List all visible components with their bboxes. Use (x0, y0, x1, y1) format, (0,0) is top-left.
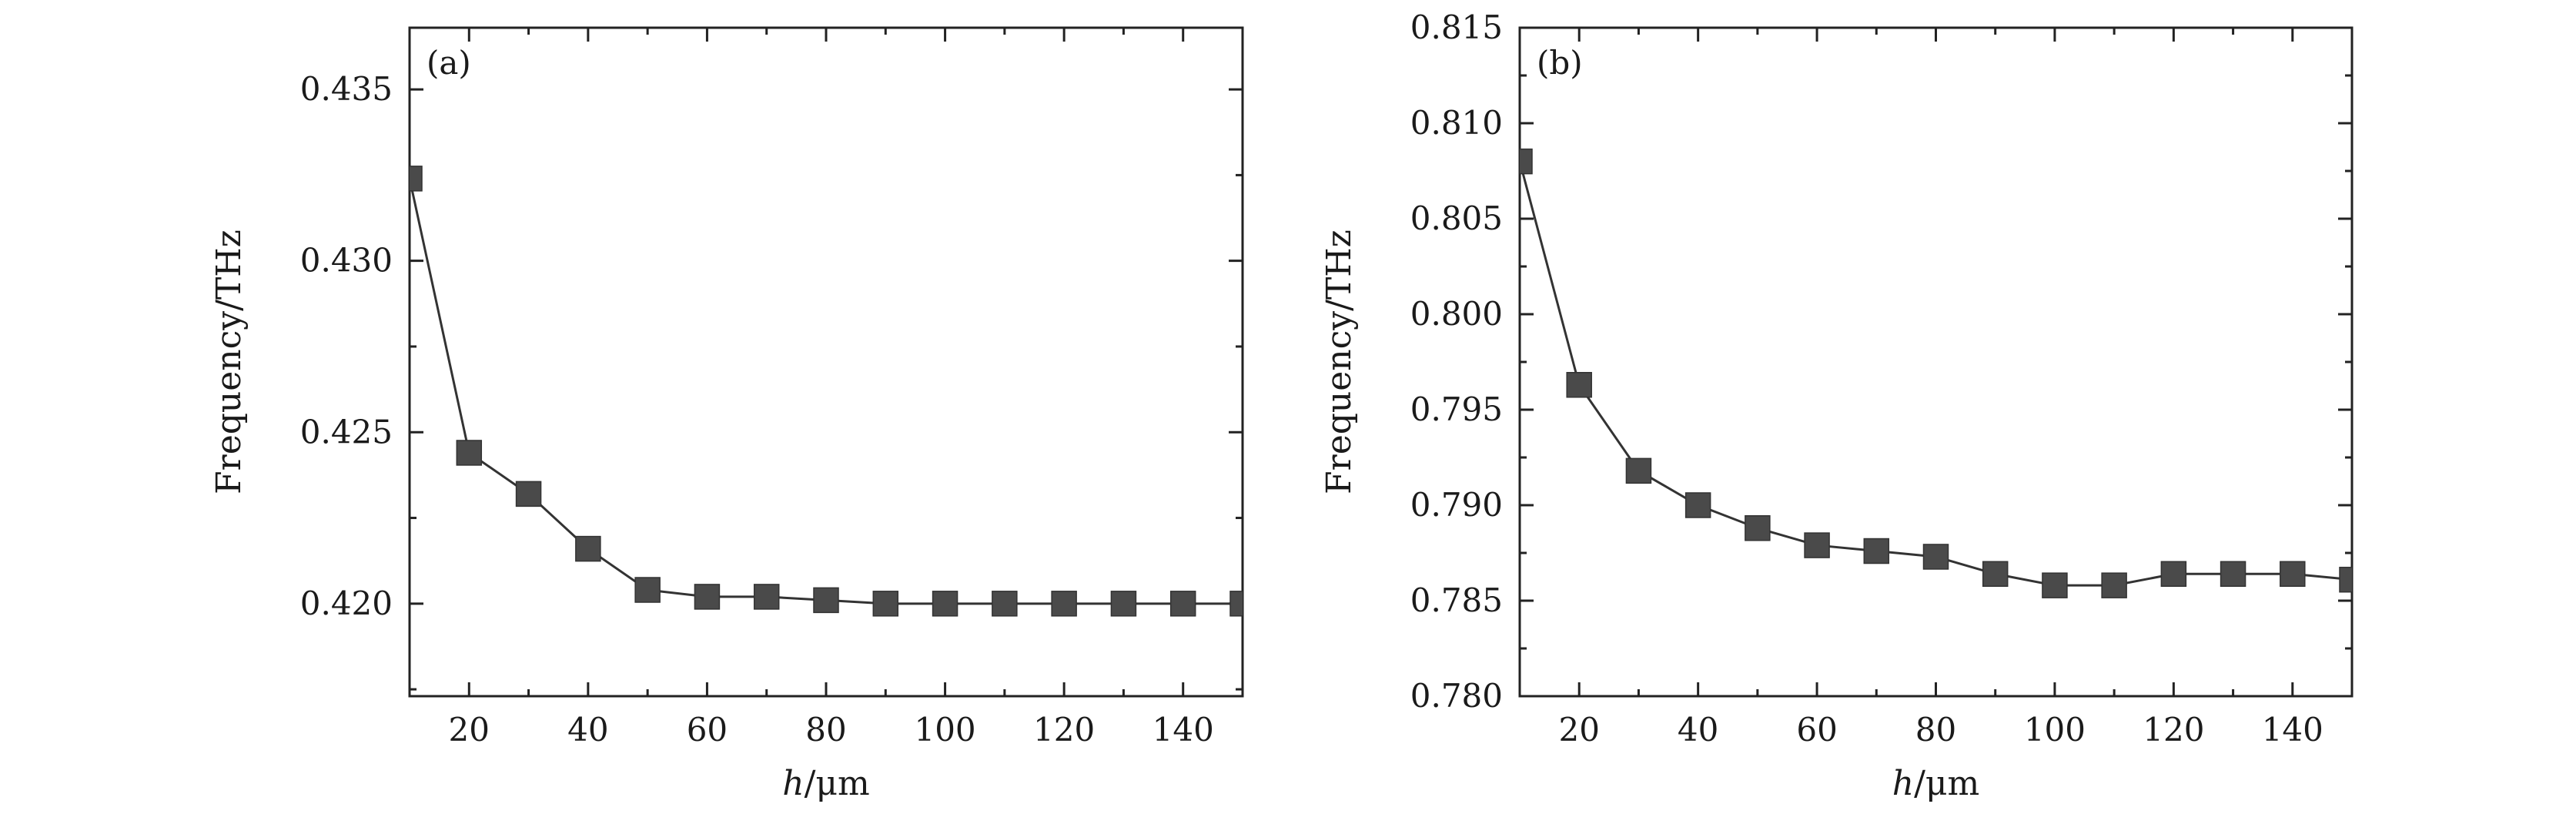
panel-a-data-point (813, 587, 839, 614)
panel-b-y-tick-label: 0.785 (1410, 581, 1503, 619)
panel-b-panel-label: (b) (1537, 44, 1583, 82)
panel-a-data-point (410, 166, 423, 192)
panel-a-data-point (694, 584, 721, 610)
panel-b-series-line (1520, 161, 2352, 587)
panel-a-panel-label: (a) (427, 44, 471, 82)
panel-a-x-axis-label: h/μm (782, 764, 870, 803)
panel-a-series-line (410, 178, 1243, 605)
panel-b-x-tick-label: 120 (2143, 711, 2204, 749)
panel-b-data-point (2280, 561, 2306, 588)
panel-b-x-tick-label: 40 (1678, 711, 1718, 749)
panel-b-y-tick-label: 0.805 (1410, 199, 1503, 237)
panel-b-x-tick-label: 20 (1558, 711, 1599, 749)
panel-b-series (1520, 148, 2352, 598)
panel-a-data-point (456, 440, 483, 466)
panel-b-data-point (2339, 566, 2352, 593)
panel-a-data-point (634, 577, 661, 603)
panel-a-x-tick-label: 40 (567, 711, 608, 749)
panel-a-data-point (753, 584, 780, 610)
panel-b-y-tick-label: 0.790 (1410, 486, 1503, 524)
panel-b: 20 40 60 80 100 120 140 0.780 0.785 0.790 0.795 0.8… (1320, 8, 2354, 803)
panel-a-series (410, 166, 1243, 617)
panel-a-data-point (1229, 591, 1243, 617)
panel-b-data-point (1520, 148, 1533, 175)
panel-b-x-axis-unit: /μm (1914, 764, 1979, 803)
panel-b-y-tick-label: 0.800 (1410, 295, 1503, 333)
panel-a-x-tick-label: 120 (1033, 711, 1095, 749)
panel-b-data-point (1863, 538, 1890, 564)
panel-a-y-axis-label: Frequency/THz (209, 229, 249, 494)
panel-b-data-point (2101, 572, 2127, 598)
panel-b-data-point (1684, 492, 1711, 518)
panel-b-y-tick-label: 0.810 (1410, 104, 1503, 142)
panel-b-y-tick-label: 0.780 (1410, 677, 1503, 715)
panel-a-data-point (992, 591, 1018, 617)
panel-b-x-tick-label: 100 (2024, 711, 2086, 749)
panel-a-y-tick-label: 0.430 (300, 242, 393, 280)
panel-a-data-point (515, 481, 542, 507)
panel-b-data-point (1566, 372, 1592, 398)
panel-b-data-point (1625, 457, 1652, 484)
panel-a-x-tick-label: 100 (914, 711, 975, 749)
panel-b-y-tick-label: 0.795 (1410, 390, 1503, 428)
panel-b-data-point (2220, 561, 2246, 588)
panel-a-x-tick-label: 80 (805, 711, 846, 749)
panel-a-data-point (872, 591, 899, 617)
panel-a-x-tick-label: 140 (1153, 711, 1214, 749)
panel-a-y-tick-label: 0.435 (300, 70, 393, 108)
panel-a-y-tick-label: 0.425 (300, 413, 393, 451)
panel-a-x-tick-label: 60 (687, 711, 728, 749)
panel-b-plot-frame (1518, 26, 2354, 698)
panel-b-x-axis-variable: h (1892, 764, 1914, 803)
panel-b-data-point (1745, 515, 1771, 541)
panel-b-y-tick-label: 0.815 (1410, 8, 1503, 46)
panel-a-x-axis-unit: /μm (805, 764, 870, 803)
panel-b-data-point (1804, 532, 1830, 558)
panel-a-data-point (575, 535, 601, 562)
panel-a: 20 40 60 80 100 120 140 0.420 0.425 0.430 0.435 Fre… (209, 26, 1244, 803)
panel-a-x-tick-label: 20 (449, 711, 490, 749)
panel-b-data-point (2042, 572, 2068, 598)
panel-a-data-point (1051, 591, 1077, 617)
panel-b-y-axis-label: Frequency/THz (1320, 229, 1359, 494)
panel-a-data-point (932, 591, 958, 617)
panel-a-y-tick-label: 0.420 (300, 585, 393, 622)
panel-b-data-point (1922, 544, 1949, 570)
panel-b-x-tick-label: 80 (1915, 711, 1956, 749)
panel-a-data-point (1110, 591, 1137, 617)
panel-b-x-tick-label: 60 (1796, 711, 1837, 749)
panel-b-data-point (2160, 561, 2187, 588)
panel-b-x-axis-label: h/μm (1892, 764, 1980, 803)
panel-b-x-tick-label: 140 (2262, 711, 2323, 749)
panel-a-data-point (1169, 591, 1196, 617)
panel-b-data-point (1982, 561, 2009, 588)
panel-a-x-axis-variable: h (782, 764, 804, 803)
